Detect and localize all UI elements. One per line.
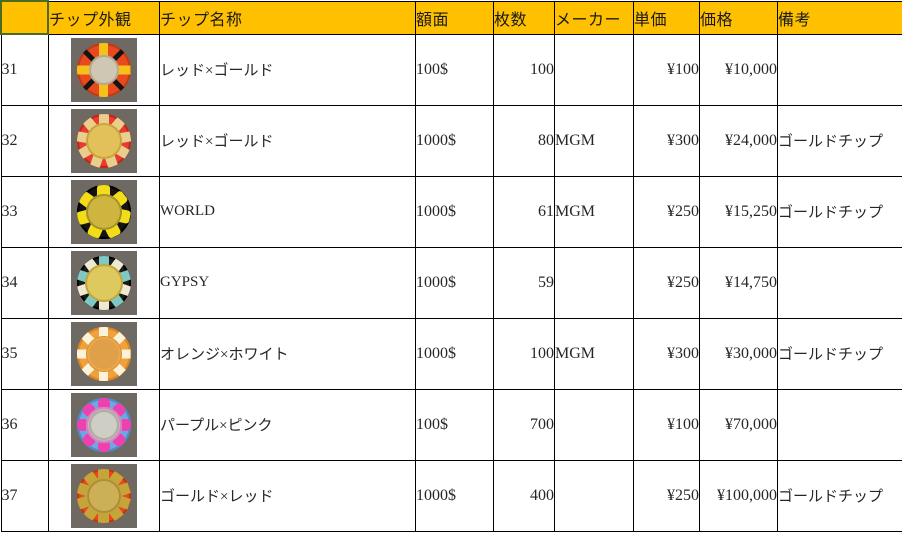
cell-remarks[interactable] xyxy=(777,246,902,319)
cell-maker[interactable] xyxy=(554,246,634,319)
cell-unit-price[interactable]: ¥250 xyxy=(633,459,700,532)
cell-unit-price[interactable]: ¥250 xyxy=(633,175,700,248)
cell-chip-name[interactable]: ゴールド×レッド xyxy=(159,459,416,532)
chip-photo-34 xyxy=(70,250,137,315)
column-header-price[interactable]: 価格 xyxy=(699,0,778,35)
cell-maker[interactable]: MGM xyxy=(554,317,634,390)
cell-maker[interactable] xyxy=(554,459,634,532)
cell-row-number[interactable]: 35 xyxy=(0,317,49,390)
cell-price[interactable]: ¥24,000 xyxy=(699,104,778,177)
cell-chip-image[interactable] xyxy=(47,459,160,532)
table-row[interactable]: 34 xyxy=(0,246,902,319)
cell-denomination[interactable]: 1000$ xyxy=(415,459,494,532)
cell-denomination[interactable]: 100$ xyxy=(415,33,494,106)
cell-chip-image[interactable] xyxy=(47,388,160,461)
cell-quantity[interactable]: 61 xyxy=(493,175,555,248)
cell-remarks[interactable]: ゴールドチップ xyxy=(777,317,902,390)
table-body: 31 レッド×ゴールド xyxy=(0,33,902,532)
table-row[interactable]: 36 xyxy=(0,388,902,461)
chip-photo-33 xyxy=(70,179,137,244)
table-row[interactable]: 31 レッド×ゴールド xyxy=(0,33,902,106)
cell-chip-image[interactable] xyxy=(47,33,160,106)
cell-price[interactable]: ¥30,000 xyxy=(699,317,778,390)
table-row[interactable]: 37 xyxy=(0,459,902,532)
cell-quantity[interactable]: 80 xyxy=(493,104,555,177)
cell-unit-price[interactable]: ¥100 xyxy=(633,388,700,461)
cell-row-number[interactable]: 37 xyxy=(0,459,49,532)
cell-chip-name[interactable]: GYPSY xyxy=(159,246,416,319)
cell-chip-image[interactable] xyxy=(47,246,160,319)
cell-denomination[interactable]: 1000$ xyxy=(415,246,494,319)
cell-quantity[interactable]: 59 xyxy=(493,246,555,319)
cell-chip-name[interactable]: レッド×ゴールド xyxy=(159,33,416,106)
cell-price[interactable]: ¥10,000 xyxy=(699,33,778,106)
table-header: チップ外観 チップ名称 額面 枚数 メーカー 単価 価格 備考 xyxy=(0,0,902,35)
cell-row-number[interactable]: 33 xyxy=(0,175,49,248)
column-header-maker[interactable]: メーカー xyxy=(554,0,634,35)
column-header-unit-price[interactable]: 単価 xyxy=(633,0,700,35)
chip-photo-31 xyxy=(70,37,137,102)
cell-quantity[interactable]: 400 xyxy=(493,459,555,532)
chip-photo-32 xyxy=(70,108,137,173)
chip-photo-37 xyxy=(70,463,137,528)
cell-quantity[interactable]: 700 xyxy=(493,388,555,461)
cell-row-number[interactable]: 36 xyxy=(0,388,49,461)
table-row[interactable]: 33 WORLD xyxy=(0,175,902,248)
table-row[interactable]: 35 xyxy=(0,317,902,390)
table-row[interactable]: 32 xyxy=(0,104,902,177)
cell-remarks[interactable] xyxy=(777,388,902,461)
cell-unit-price[interactable]: ¥250 xyxy=(633,246,700,319)
column-header-quantity[interactable]: 枚数 xyxy=(493,0,555,35)
cell-unit-price[interactable]: ¥100 xyxy=(633,33,700,106)
chip-photo-35 xyxy=(70,321,137,386)
cell-denomination[interactable]: 1000$ xyxy=(415,175,494,248)
cell-unit-price[interactable]: ¥300 xyxy=(633,317,700,390)
cell-price[interactable]: ¥100,000 xyxy=(699,459,778,532)
cell-unit-price[interactable]: ¥300 xyxy=(633,104,700,177)
cell-price[interactable]: ¥14,750 xyxy=(699,246,778,319)
cell-chip-image[interactable] xyxy=(47,317,160,390)
cell-chip-image[interactable] xyxy=(47,104,160,177)
column-header-chip-appearance[interactable]: チップ外観 xyxy=(47,0,160,35)
cell-quantity[interactable]: 100 xyxy=(493,317,555,390)
cell-maker[interactable] xyxy=(554,388,634,461)
cell-remarks[interactable]: ゴールドチップ xyxy=(777,459,902,532)
cell-denomination[interactable]: 100$ xyxy=(415,388,494,461)
cell-chip-name[interactable]: レッド×ゴールド xyxy=(159,104,416,177)
cell-price[interactable]: ¥15,250 xyxy=(699,175,778,248)
cell-row-number[interactable]: 32 xyxy=(0,104,49,177)
cell-denomination[interactable]: 1000$ xyxy=(415,104,494,177)
column-header-rownum-selected[interactable] xyxy=(0,0,49,35)
cell-chip-name[interactable]: オレンジ×ホワイト xyxy=(159,317,416,390)
cell-maker[interactable]: MGM xyxy=(554,175,634,248)
cell-chip-name[interactable]: パープル×ピンク xyxy=(159,388,416,461)
cell-quantity[interactable]: 100 xyxy=(493,33,555,106)
column-header-chip-name[interactable]: チップ名称 xyxy=(159,0,416,35)
column-header-denomination[interactable]: 額面 xyxy=(415,0,494,35)
cell-row-number[interactable]: 31 xyxy=(0,33,49,106)
cell-remarks[interactable]: ゴールドチップ xyxy=(777,104,902,177)
cell-maker[interactable]: MGM xyxy=(554,104,634,177)
column-header-remarks[interactable]: 備考 xyxy=(777,0,902,35)
cell-remarks[interactable]: ゴールドチップ xyxy=(777,175,902,248)
chip-photo-36 xyxy=(70,392,137,457)
cell-denomination[interactable]: 1000$ xyxy=(415,317,494,390)
cell-remarks[interactable] xyxy=(777,33,902,106)
header-row: チップ外観 チップ名称 額面 枚数 メーカー 単価 価格 備考 xyxy=(0,0,902,35)
cell-maker[interactable] xyxy=(554,33,634,106)
cell-chip-image[interactable] xyxy=(47,175,160,248)
cell-price[interactable]: ¥70,000 xyxy=(699,388,778,461)
cell-row-number[interactable]: 34 xyxy=(0,246,49,319)
cell-chip-name[interactable]: WORLD xyxy=(159,175,416,248)
